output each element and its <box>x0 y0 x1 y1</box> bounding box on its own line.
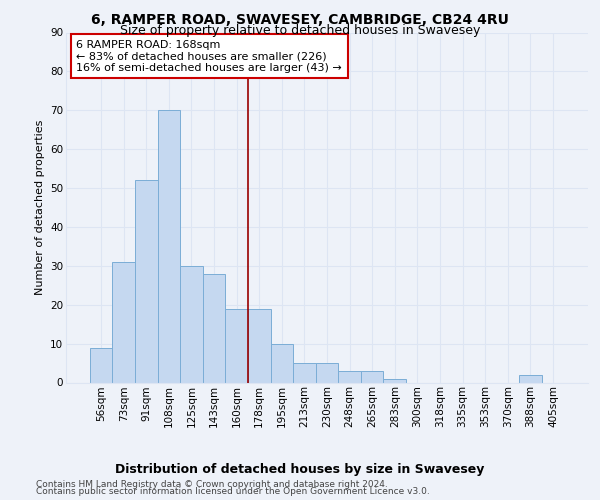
Bar <box>519 374 542 382</box>
Bar <box>203 274 226 382</box>
Bar <box>112 262 135 382</box>
Bar <box>271 344 293 382</box>
Text: 6 RAMPER ROAD: 168sqm
← 83% of detached houses are smaller (226)
16% of semi-det: 6 RAMPER ROAD: 168sqm ← 83% of detached … <box>76 40 342 72</box>
Bar <box>158 110 180 382</box>
Bar <box>383 378 406 382</box>
Text: Contains HM Land Registry data © Crown copyright and database right 2024.: Contains HM Land Registry data © Crown c… <box>36 480 388 489</box>
Bar <box>180 266 203 382</box>
Bar <box>226 308 248 382</box>
Bar <box>248 308 271 382</box>
Bar <box>293 363 316 382</box>
Text: 6, RAMPER ROAD, SWAVESEY, CAMBRIDGE, CB24 4RU: 6, RAMPER ROAD, SWAVESEY, CAMBRIDGE, CB2… <box>91 12 509 26</box>
Bar <box>135 180 158 382</box>
Text: Distribution of detached houses by size in Swavesey: Distribution of detached houses by size … <box>115 462 485 475</box>
Bar <box>361 371 383 382</box>
Text: Contains public sector information licensed under the Open Government Licence v3: Contains public sector information licen… <box>36 488 430 496</box>
Bar <box>316 363 338 382</box>
Text: Size of property relative to detached houses in Swavesey: Size of property relative to detached ho… <box>120 24 480 37</box>
Bar <box>338 371 361 382</box>
Y-axis label: Number of detached properties: Number of detached properties <box>35 120 44 295</box>
Bar <box>90 348 112 382</box>
